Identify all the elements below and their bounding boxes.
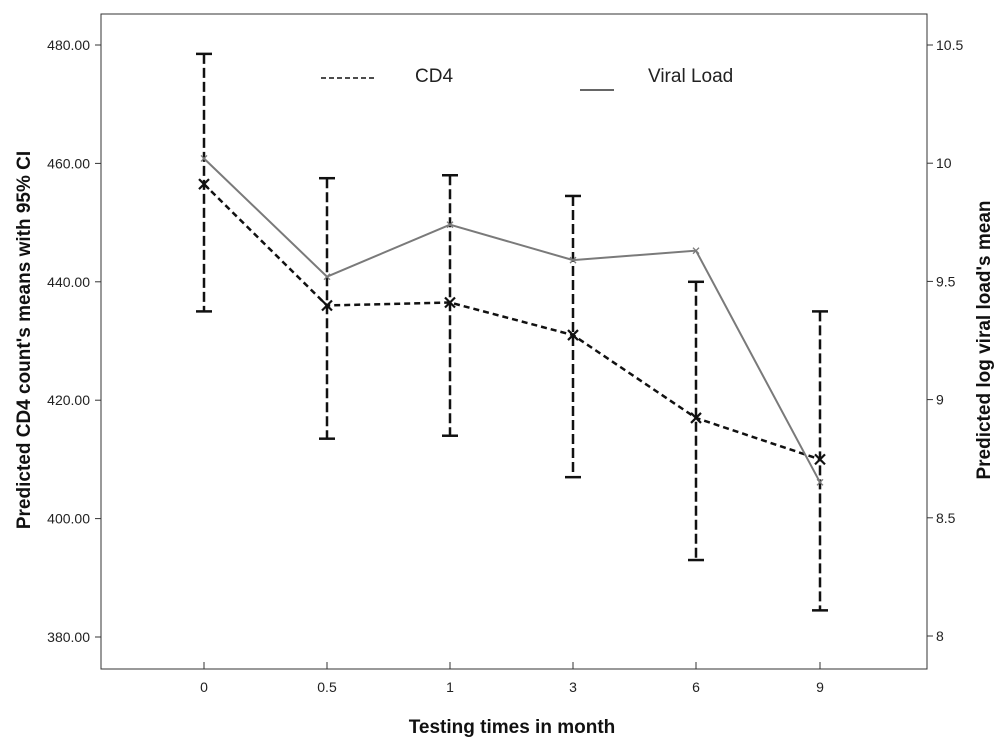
left-y-tick-label: 380.00 [47, 629, 90, 645]
cd4-point [814, 453, 826, 466]
viral-load-point [569, 256, 577, 264]
cd4-point [198, 178, 210, 190]
left-y-tick-label: 460.00 [47, 155, 90, 171]
x-tick-label: 0 [200, 679, 208, 695]
right-y-axis-title: Predicted log viral load's mean [974, 200, 995, 479]
x-axis-title: Testing times in month [409, 717, 616, 738]
cd4-line [203, 183, 821, 461]
left-y-tick-label: 400.00 [47, 511, 90, 527]
x-tick-label: 9 [816, 679, 824, 695]
left-y-tick-label: 420.00 [47, 392, 90, 408]
x-tick-label: 1 [446, 679, 454, 695]
cd4-point [321, 299, 333, 312]
legend-viral-load-label: Viral Load [648, 66, 733, 87]
viral-load-line [203, 157, 821, 483]
x-tick-label: 6 [692, 679, 700, 695]
left-y-tick-label: 440.00 [47, 274, 90, 290]
cd4-point [690, 412, 702, 424]
right-y-tick-label: 8 [936, 628, 944, 644]
x-tick-label: 3 [569, 679, 577, 695]
right-y-tick-label: 9.5 [936, 273, 956, 289]
cd4-point [444, 296, 456, 309]
viral-load-point [692, 247, 700, 255]
viral-load-point [446, 221, 454, 229]
left-y-axis: 380.00 400.00 420.00 440.00 460.00 480.00 [47, 37, 101, 645]
right-y-tick-label: 9 [936, 392, 944, 408]
right-y-axis: 8 8.5 9 9.5 10 10.5 [927, 37, 963, 644]
right-y-tick-label: 10 [936, 155, 952, 171]
legend: CD4 Viral Load [321, 66, 733, 91]
cd4-point [567, 329, 579, 341]
legend-cd4-label: CD4 [415, 66, 453, 87]
x-tick-label: 0.5 [317, 679, 337, 695]
viral-load-point [200, 155, 208, 162]
left-y-axis-title: Predicted CD4 count's means with 95% CI [14, 151, 35, 529]
x-axis: 0 0.5 1 3 6 9 [200, 662, 824, 695]
viral-load-point [323, 273, 331, 281]
viral-load-point [816, 478, 824, 486]
right-y-tick-label: 8.5 [936, 510, 956, 526]
series-layer [196, 52, 828, 612]
plot-frame [100, 13, 928, 670]
left-y-tick-label: 480.00 [47, 37, 90, 53]
right-y-tick-label: 10.5 [936, 37, 963, 53]
